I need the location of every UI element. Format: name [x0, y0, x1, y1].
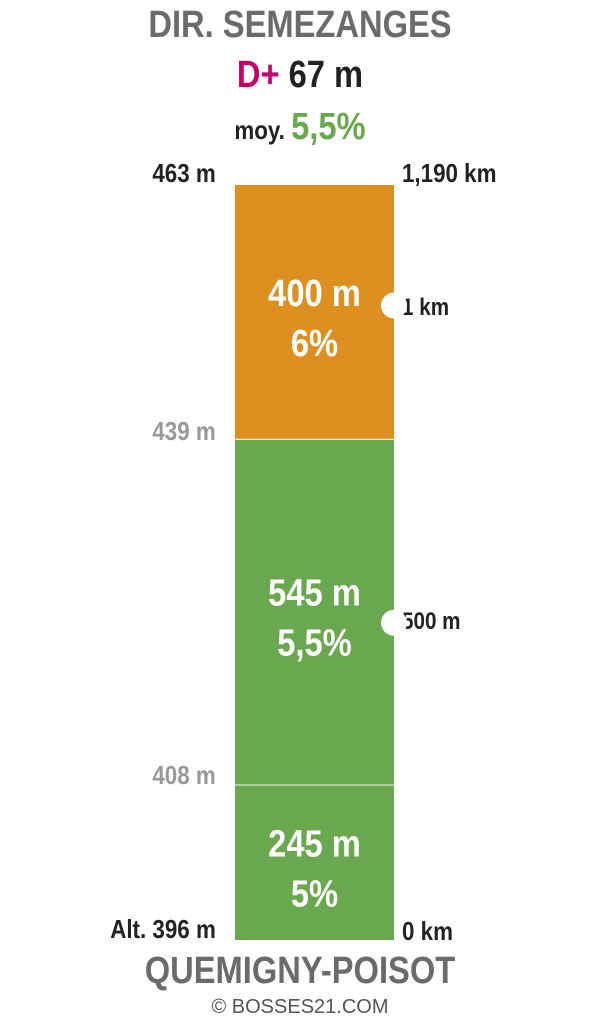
segment-gradient-label-3: 6%: [291, 322, 338, 365]
segment-bar-2: [235, 438, 394, 785]
distance-start-label: 0 km: [402, 916, 453, 946]
altitude-mid-label-2: 408 m: [152, 760, 216, 790]
distance-marker-label-2: 500 m: [402, 608, 461, 635]
segment-bar-1: [235, 784, 394, 940]
elevation-gain-value: 67 m: [288, 54, 364, 96]
distance-total-label: 1,190 km: [402, 158, 497, 188]
start-location: QUEMIGNY-POISOT: [144, 950, 456, 992]
segment-length-label-2: 545 m: [268, 571, 361, 614]
altitude-start-label: Alt. 396 m: [110, 914, 216, 944]
climb-title: DIR. SEMEZANGES: [148, 4, 452, 46]
altitude-top-label: 463 m: [152, 158, 216, 188]
credit-text: © BOSSES21.COM: [211, 996, 389, 1018]
distance-marker-2: [381, 292, 407, 319]
altitude-mid-label-1: 439 m: [152, 416, 216, 446]
distance-marker-1: [381, 609, 407, 636]
elevation-gain: D+ 67 m: [42, 54, 558, 97]
segment-gradient-label-2: 5,5%: [277, 621, 351, 664]
average-gradient-value: 5,5%: [291, 106, 366, 148]
average-gradient-prefix: moy.: [234, 115, 285, 145]
distance-marker-label-1: 1 km: [402, 294, 450, 321]
elevation-gain-prefix: D+: [236, 54, 280, 96]
segment-bar-3: [235, 185, 394, 439]
average-gradient: moy. 5,5%: [42, 106, 558, 149]
segment-gradient-label-1: 5%: [291, 872, 338, 915]
segment-length-label-1: 245 m: [268, 822, 361, 865]
segment-length-label-3: 400 m: [268, 272, 361, 315]
